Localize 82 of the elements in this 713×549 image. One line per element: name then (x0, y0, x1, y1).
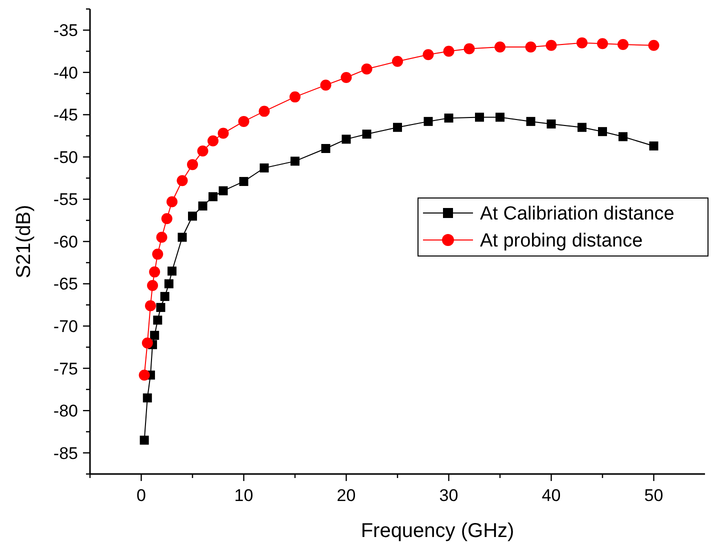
y-tick-label: -35 (53, 21, 78, 40)
y-tick-label: -50 (53, 148, 78, 167)
y-tick-label: -65 (53, 274, 78, 294)
point (361, 64, 372, 75)
x-tick-label: 40 (542, 486, 561, 505)
point (422, 49, 434, 60)
point (597, 38, 608, 50)
point (198, 201, 208, 210)
y-tick-label: -80 (53, 402, 78, 421)
point (150, 330, 160, 340)
point (598, 127, 607, 136)
point (238, 116, 250, 127)
point (362, 130, 372, 139)
x-tick-label: 10 (234, 486, 254, 505)
point (475, 112, 484, 122)
point (648, 40, 660, 51)
point (496, 112, 504, 122)
point (618, 39, 628, 50)
point (166, 196, 178, 208)
point (393, 122, 402, 132)
point (160, 292, 170, 301)
point (161, 213, 172, 224)
y-tick-label: -85 (53, 444, 78, 463)
point (290, 156, 300, 166)
point (188, 212, 197, 221)
y-tick-label: -70 (53, 316, 78, 336)
point (138, 370, 150, 381)
point (164, 279, 174, 288)
point (443, 46, 454, 57)
point (424, 116, 433, 126)
legend-label: At probing distance (480, 230, 643, 252)
point (178, 232, 187, 242)
point (494, 42, 506, 53)
point (464, 43, 475, 54)
point (144, 300, 156, 312)
point (218, 128, 229, 139)
point (578, 122, 586, 132)
y-axis-title: S21(dB) (13, 204, 35, 278)
y-tick-label: -60 (53, 232, 78, 252)
y-tick-label: -55 (53, 190, 78, 210)
point (525, 42, 536, 53)
point (239, 176, 248, 186)
point (149, 266, 160, 278)
point (546, 40, 557, 51)
point (392, 56, 403, 67)
point (576, 37, 588, 48)
point (147, 280, 158, 291)
point (321, 144, 330, 153)
x-tick-label: 0 (136, 486, 146, 505)
point (218, 186, 228, 196)
point (618, 132, 628, 142)
point (320, 80, 332, 91)
point (260, 163, 269, 172)
point (258, 106, 270, 117)
point (156, 302, 166, 312)
point (208, 135, 218, 146)
point (156, 232, 168, 243)
point (140, 436, 149, 445)
point (290, 91, 300, 102)
x-tick-label: 50 (644, 486, 664, 505)
point (197, 146, 208, 157)
y-tick-label: -40 (53, 63, 78, 82)
legend-label: At Calibriation distance (480, 204, 674, 225)
point (176, 175, 188, 186)
point (187, 159, 198, 170)
point (208, 192, 218, 202)
point (649, 141, 658, 150)
point (142, 393, 152, 402)
point (526, 116, 536, 126)
point (142, 337, 153, 348)
point (152, 248, 164, 260)
y-tick-label: -45 (53, 106, 78, 125)
point (342, 134, 351, 144)
point (168, 266, 176, 276)
y-tick-label: -75 (53, 359, 78, 378)
point (444, 114, 454, 123)
point (340, 72, 352, 83)
x-tick-label: 20 (336, 486, 356, 505)
x-tick-label: 30 (439, 486, 458, 505)
x-axis-title: Frequency (GHz) (360, 520, 514, 542)
point (546, 119, 556, 128)
point (153, 316, 162, 325)
